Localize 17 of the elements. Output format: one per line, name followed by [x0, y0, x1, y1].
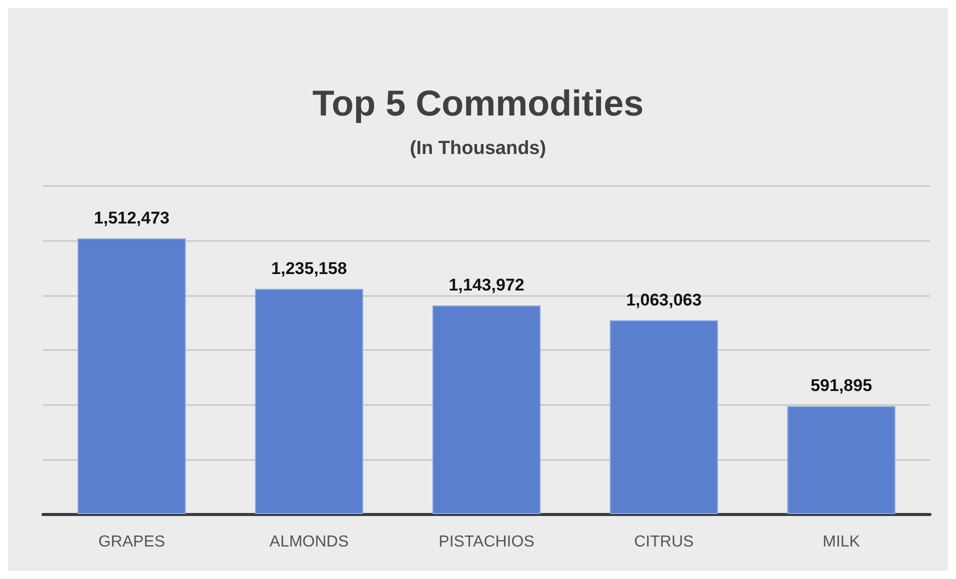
chart-title: Top 5 Commodities: [312, 82, 644, 124]
data-label: 591,895: [810, 376, 872, 396]
bar: [787, 406, 896, 514]
x-tick-label: GRAPES: [98, 534, 166, 550]
x-tick-label: MILK: [822, 534, 860, 550]
bar: [432, 306, 541, 514]
x-tick-label: PISTACHIOS: [438, 534, 534, 550]
data-label: 1,512,473: [94, 208, 170, 228]
data-label: 1,143,972: [448, 276, 524, 295]
data-label: 1,063,063: [626, 290, 702, 310]
bar: [78, 238, 186, 514]
x-tick-label: ALMONDS: [270, 534, 349, 550]
data-label: 1,235,158: [271, 258, 347, 278]
bar: [254, 288, 364, 514]
bar: [610, 320, 718, 514]
chart-subtitle: (In Thousands): [410, 138, 546, 159]
x-tick-label: CITRUS: [634, 534, 694, 550]
